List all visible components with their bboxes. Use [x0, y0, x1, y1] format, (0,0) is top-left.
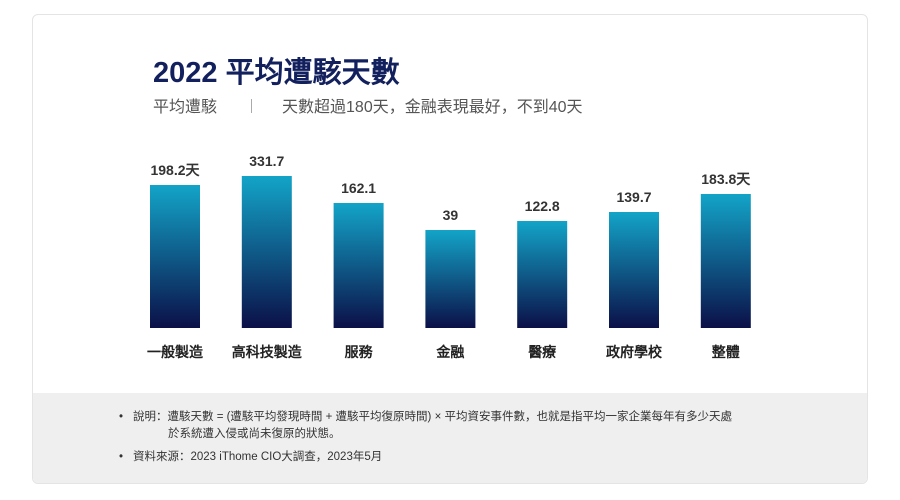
bar-5 — [517, 221, 568, 328]
footer-notes: 說明：遭駭天數 = (遭駭平均發現時間 + 遭駭平均復原時間) × 平均資安事件… — [33, 393, 867, 483]
value-label-6: 139.7 — [616, 189, 651, 205]
category-label-6: 政府學校 — [606, 344, 663, 360]
subtitle-text: 天數超過180天，金融表現最好，不到40天 — [282, 99, 583, 116]
bar-2 — [241, 176, 292, 328]
chart-subtitle: 平均遭駭 天數超過180天，金融表現最好，不到40天 — [153, 93, 583, 117]
value-label-5: 122.8 — [525, 198, 560, 214]
value-label-1: 198.2天 — [150, 162, 200, 178]
chart-card: 2022 平均遭駭天數 平均遭駭 天數超過180天，金融表現最好，不到40天 19… — [32, 14, 868, 484]
bar-6 — [609, 212, 659, 328]
footer-note-1-line2: 於系統遭入侵或尚未復原的狀態。 — [168, 428, 341, 440]
value-label-2: 331.7 — [249, 153, 284, 169]
footer-note-description: 說明：遭駭天數 = (遭駭平均發現時間 + 遭駭平均復原時間) × 平均資安事件… — [119, 409, 867, 443]
category-label-2: 高科技製造 — [232, 344, 302, 360]
category-label-7: 整體 — [711, 344, 740, 360]
value-label-3: 162.1 — [341, 180, 376, 196]
category-label-1: 一般製造 — [147, 344, 203, 360]
bar-3 — [333, 203, 384, 328]
footer-note-source: 資料來源：2023 iThome CIO大調查，2023年5月 — [119, 449, 867, 466]
value-label-4: 39 — [443, 207, 459, 223]
chart-title: 2022 平均遭駭天數 — [153, 57, 400, 89]
subtitle-divider — [251, 99, 253, 113]
category-label-3: 服務 — [345, 344, 374, 360]
subtitle-label: 平均遭駭 — [153, 99, 218, 116]
category-label-5: 醫療 — [528, 344, 557, 360]
footer-note-1-line1: 說明：遭駭天數 = (遭駭平均發現時間 + 遭駭平均復原時間) × 平均資安事件… — [133, 411, 732, 423]
category-label-4: 金融 — [435, 344, 464, 360]
bar-1 — [150, 185, 200, 328]
bar-7 — [700, 194, 751, 328]
value-label-7: 183.8天 — [701, 171, 751, 187]
bar-4 — [425, 230, 476, 328]
footer-note-2-line1: 資料來源：2023 iThome CIO大調查，2023年5月 — [133, 451, 383, 463]
